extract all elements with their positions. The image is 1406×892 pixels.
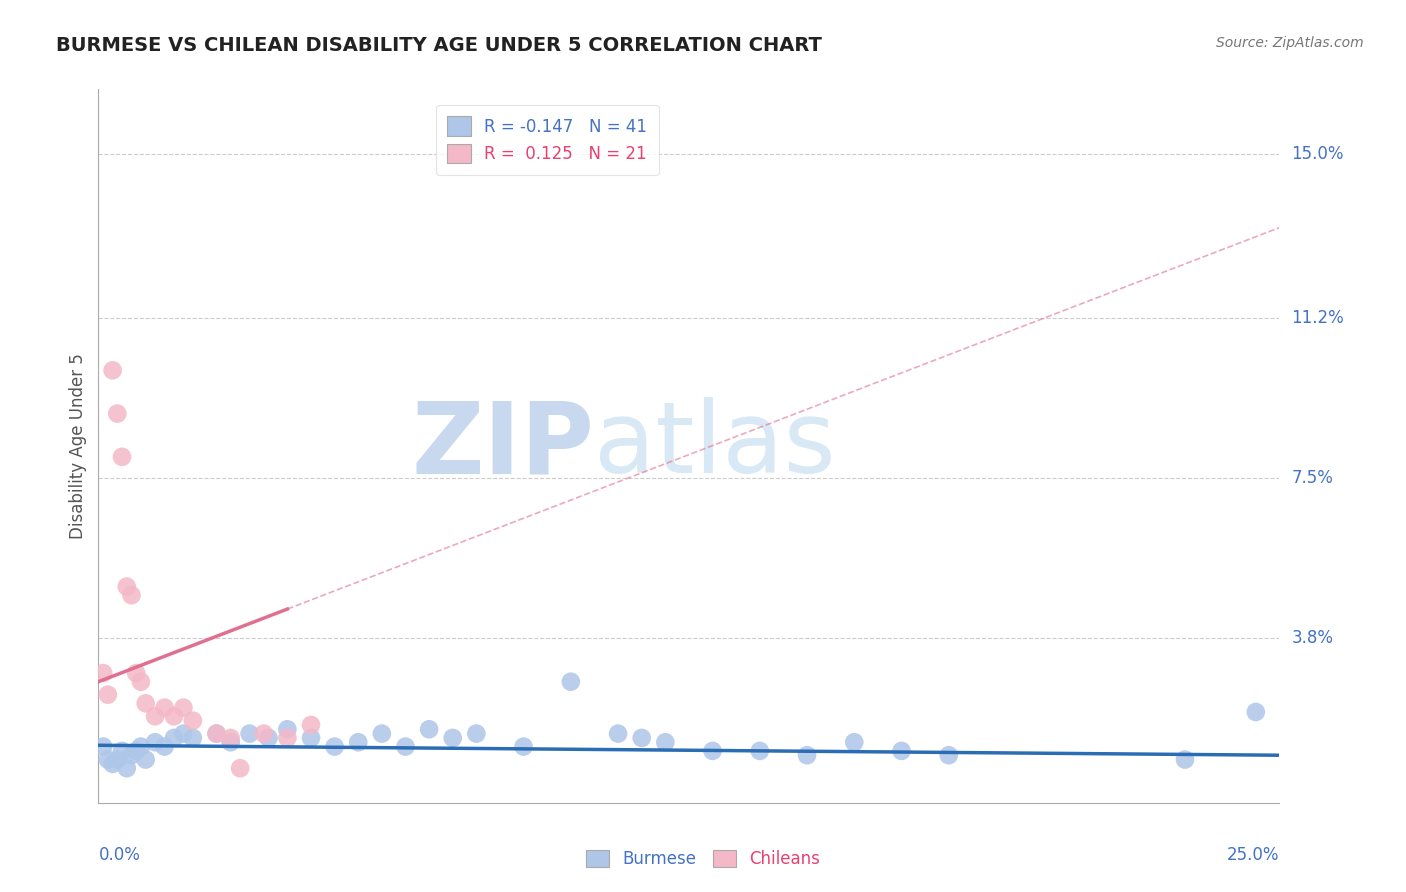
Point (181, 714, 204, 728)
Text: BURMESE VS CHILEAN DISABILITY AGE UNDER 5 CORRELATION CHART: BURMESE VS CHILEAN DISABILITY AGE UNDER … (56, 36, 823, 54)
Point (105, 753, 128, 767)
Point (253, 726, 276, 740)
Legend: R = -0.147   N = 41, R =  0.125   N = 21: R = -0.147 N = 41, R = 0.125 N = 21 (436, 104, 659, 175)
Point (125, 666, 148, 681)
Point (276, 723, 298, 737)
Point (465, 726, 488, 740)
Point (129, 739, 152, 754)
Point (299, 718, 322, 732)
Point (1244, 705, 1267, 719)
Text: atlas: atlas (595, 398, 837, 494)
Point (205, 726, 228, 740)
Text: 0.0%: 0.0% (98, 846, 141, 863)
Point (418, 723, 440, 737)
Point (91, 666, 114, 681)
Point (702, 744, 724, 758)
Point (153, 700, 176, 714)
Point (560, 674, 582, 689)
Point (91, 739, 114, 754)
Text: 11.2%: 11.2% (1291, 310, 1344, 327)
Point (181, 731, 204, 745)
Point (257, 731, 280, 745)
Point (143, 709, 166, 723)
Point (748, 744, 770, 758)
Point (135, 696, 157, 710)
Point (153, 739, 176, 754)
Point (394, 739, 416, 754)
Point (219, 731, 242, 745)
Text: 7.5%: 7.5% (1291, 469, 1333, 487)
Point (607, 726, 630, 740)
Point (97, 688, 120, 702)
Text: 15.0%: 15.0% (1291, 145, 1344, 163)
Point (239, 726, 262, 740)
Point (121, 588, 143, 602)
Point (630, 731, 652, 745)
Point (125, 744, 148, 758)
Point (654, 735, 676, 749)
Point (441, 731, 464, 745)
Point (796, 748, 818, 763)
Point (163, 709, 186, 723)
Point (347, 735, 370, 749)
Point (115, 580, 138, 594)
Point (172, 700, 194, 714)
Point (890, 744, 912, 758)
Point (938, 748, 960, 763)
Text: 3.8%: 3.8% (1291, 630, 1333, 648)
Point (323, 739, 346, 754)
Point (111, 450, 134, 464)
Point (101, 756, 124, 771)
Point (129, 674, 152, 689)
Point (143, 735, 166, 749)
Point (299, 731, 322, 745)
Legend: Burmese, Chileans: Burmese, Chileans (579, 843, 827, 875)
Point (121, 748, 143, 763)
Point (371, 726, 394, 740)
Y-axis label: Disability Age Under 5: Disability Age Under 5 (69, 353, 87, 539)
Point (172, 726, 194, 740)
Point (135, 753, 157, 767)
Point (219, 735, 242, 749)
Point (844, 735, 866, 749)
Point (111, 744, 134, 758)
Point (512, 739, 534, 754)
Point (205, 726, 228, 740)
Point (1174, 753, 1197, 767)
Point (105, 407, 128, 421)
Text: Source: ZipAtlas.com: Source: ZipAtlas.com (1216, 36, 1364, 50)
Point (163, 731, 186, 745)
Text: 25.0%: 25.0% (1227, 846, 1279, 863)
Text: ZIP: ZIP (412, 398, 595, 494)
Point (97, 753, 120, 767)
Point (115, 761, 138, 775)
Point (229, 761, 252, 775)
Point (276, 731, 298, 745)
Point (101, 363, 124, 377)
